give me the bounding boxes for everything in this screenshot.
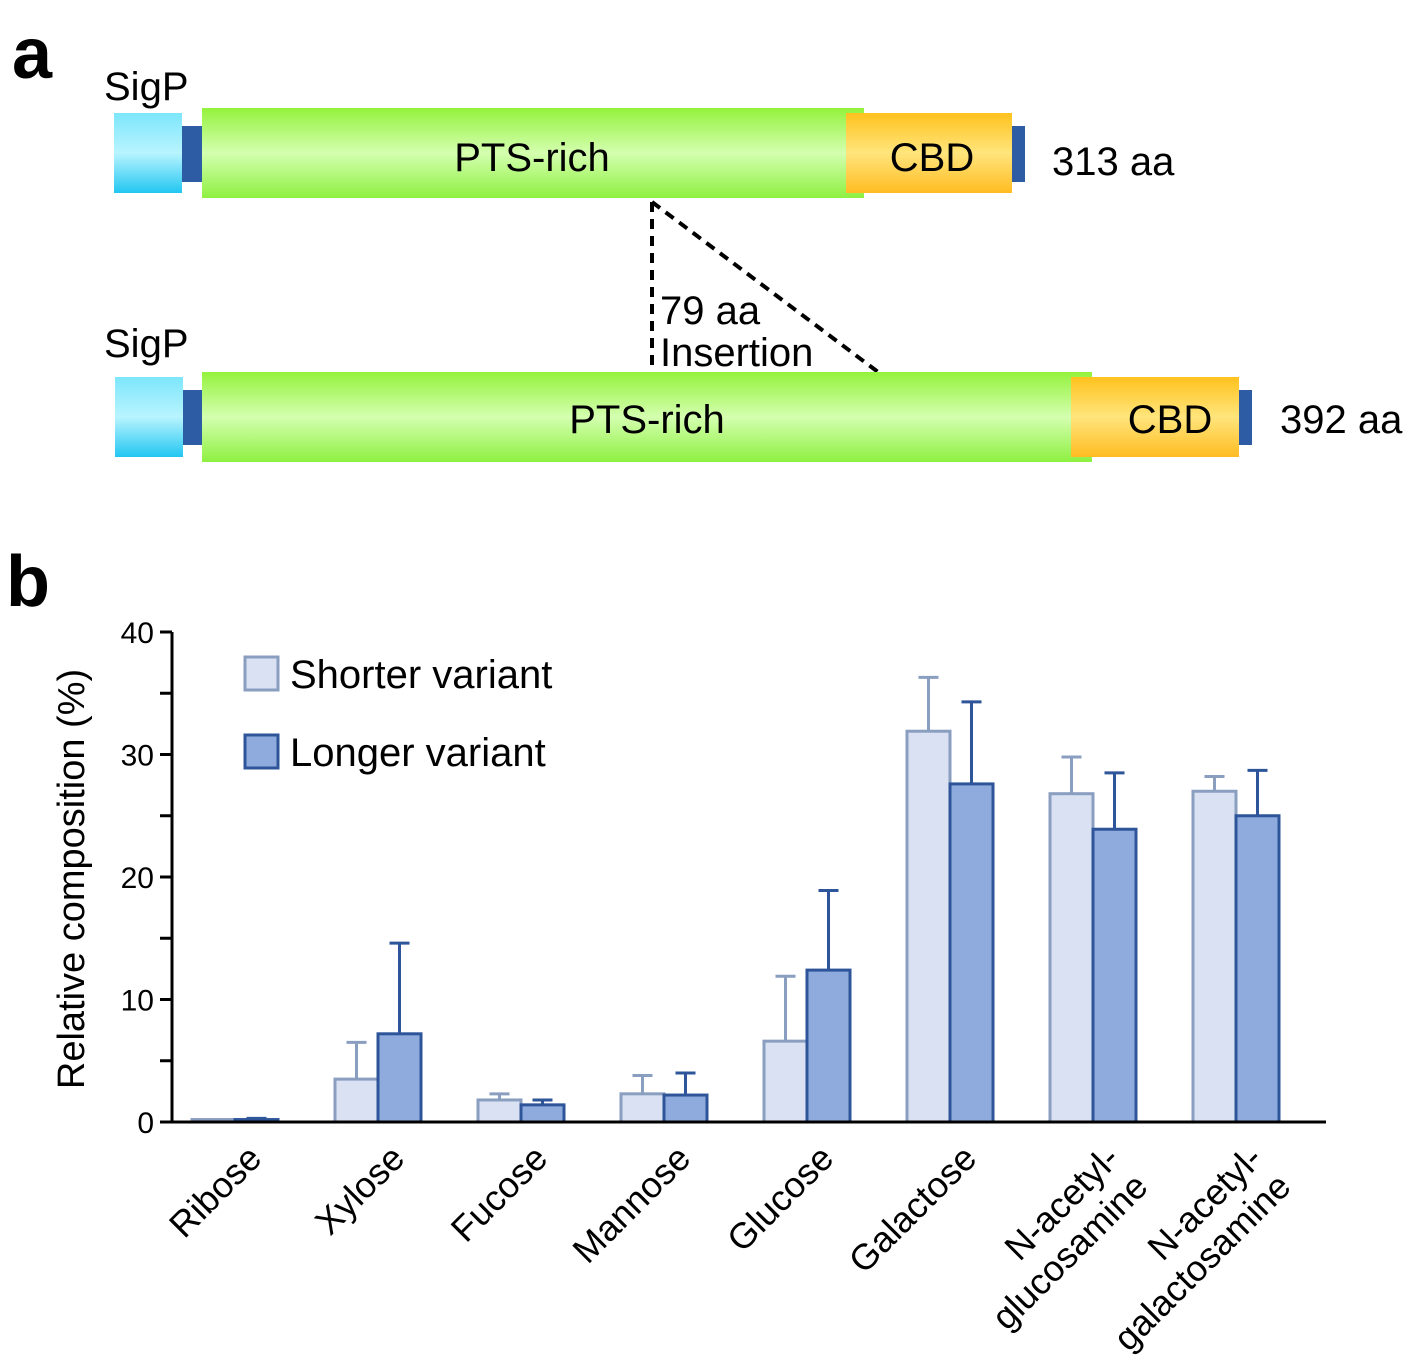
bar-shorter bbox=[476, 1098, 523, 1124]
bar-longer bbox=[1234, 814, 1281, 1124]
insertion-text-label: Insertion bbox=[660, 331, 813, 375]
bottom-protein-diagram: SigP PTS-rich CBD 392 aa bbox=[104, 322, 1403, 462]
panel-a-label: a bbox=[12, 14, 53, 94]
bottom-length-label: 392 aa bbox=[1280, 398, 1403, 442]
insertion-indicator: 79 aa Insertion bbox=[650, 200, 880, 375]
top-sigp-label: SigP bbox=[104, 65, 189, 109]
x-category-label: Glucose bbox=[719, 1137, 841, 1259]
bar-shorter bbox=[1048, 792, 1095, 1124]
bar-shorter bbox=[905, 729, 952, 1124]
x-category-label: Fucose bbox=[443, 1137, 555, 1249]
bottom-sigp-label: SigP bbox=[104, 322, 189, 366]
x-category-label: Xylose bbox=[307, 1137, 412, 1242]
legend-label-shorter: Shorter variant bbox=[290, 653, 552, 697]
top-protein-diagram: SigP PTS-rich CBD 313 aa bbox=[104, 65, 1175, 198]
legend-label-longer: Longer variant bbox=[290, 731, 546, 775]
y-tick-label: 30 bbox=[121, 740, 154, 773]
x-category-label-line: Glucose bbox=[719, 1137, 841, 1259]
bar-longer bbox=[948, 782, 995, 1124]
x-category-label-line: Galactose bbox=[841, 1137, 985, 1281]
insertion-right-line bbox=[650, 200, 880, 374]
x-category-label-line: Xylose bbox=[307, 1137, 412, 1242]
panel-b-label: b bbox=[6, 542, 50, 622]
x-category-label: Mannose bbox=[564, 1137, 698, 1271]
bar-longer bbox=[519, 1103, 566, 1124]
top-pts-label: PTS-rich bbox=[454, 136, 610, 180]
legend-swatch-longer bbox=[243, 733, 280, 770]
bar-chart: 0 10 20 30 40 Relative composition (%) Ribose X… bbox=[51, 617, 1326, 1359]
top-sigp-segment bbox=[114, 113, 182, 193]
top-linker-segment bbox=[182, 126, 202, 182]
x-category-label: N-acetyl-glucosamine bbox=[955, 1137, 1155, 1337]
top-length-label: 313 aa bbox=[1052, 140, 1175, 184]
bar-longer bbox=[805, 968, 852, 1124]
y-tick-label: 0 bbox=[137, 1107, 154, 1140]
bottom-pts-label: PTS-rich bbox=[569, 398, 725, 442]
top-tail-segment bbox=[1012, 126, 1025, 182]
y-axis-title: Relative composition (%) bbox=[51, 669, 93, 1089]
bar-longer bbox=[1091, 827, 1138, 1124]
bar-shorter bbox=[1191, 789, 1238, 1124]
bar-shorter bbox=[762, 1039, 809, 1124]
x-category-label: Ribose bbox=[161, 1137, 269, 1245]
bottom-cbd-segment bbox=[1071, 377, 1239, 457]
bottom-pts-segment bbox=[202, 372, 1092, 462]
legend-swatch-shorter bbox=[243, 655, 280, 692]
bar-longer bbox=[662, 1093, 709, 1124]
top-cbd-segment bbox=[846, 113, 1012, 193]
x-category-label-line: Mannose bbox=[564, 1137, 698, 1271]
y-tick-label: 40 bbox=[121, 617, 154, 650]
top-cbd-label: CBD bbox=[890, 136, 974, 180]
bar-longer bbox=[376, 1032, 423, 1124]
y-tick-label: 10 bbox=[121, 985, 154, 1018]
top-pts-segment bbox=[202, 108, 864, 198]
bottom-sigp-segment bbox=[115, 377, 183, 457]
bottom-tail-segment bbox=[1239, 390, 1252, 445]
x-category-label-line: Fucose bbox=[443, 1137, 555, 1249]
x-category-label-line: Ribose bbox=[161, 1137, 269, 1245]
bottom-linker-segment bbox=[183, 390, 202, 445]
bottom-cbd-label: CBD bbox=[1128, 398, 1212, 442]
y-tick-label: 20 bbox=[121, 862, 154, 895]
x-category-label: Galactose bbox=[841, 1137, 985, 1281]
insertion-length-label: 79 aa bbox=[660, 289, 761, 333]
bar-shorter bbox=[619, 1092, 666, 1124]
bar-shorter bbox=[333, 1077, 380, 1124]
